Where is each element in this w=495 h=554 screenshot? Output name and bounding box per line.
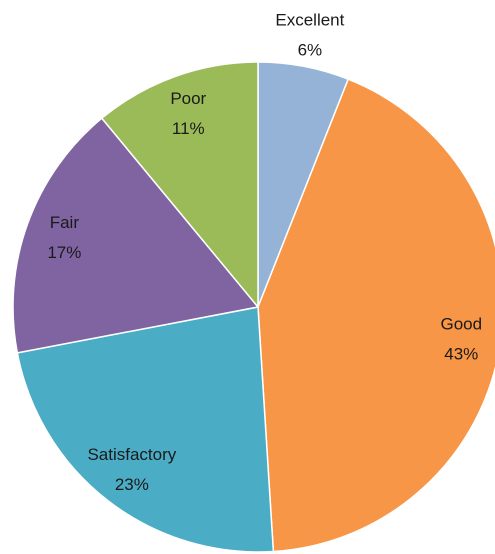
slice-label: Good <box>440 315 482 334</box>
slice-label: Excellent <box>275 11 344 30</box>
slice-value-label: 11% <box>172 119 205 138</box>
slice-value-label: 43% <box>444 345 478 364</box>
slice-label: Poor <box>170 89 206 108</box>
slice-label: Fair <box>50 213 80 232</box>
pie-slice <box>12 117 260 354</box>
pie-slice <box>100 61 259 310</box>
slice-label: Satisfactory <box>87 445 176 464</box>
slice-value-label: 6% <box>298 41 323 60</box>
slice-value-label: 17% <box>47 243 81 262</box>
pie-slice <box>257 78 495 553</box>
pie-slice <box>16 306 275 553</box>
slice-value-label: 23% <box>115 475 149 494</box>
